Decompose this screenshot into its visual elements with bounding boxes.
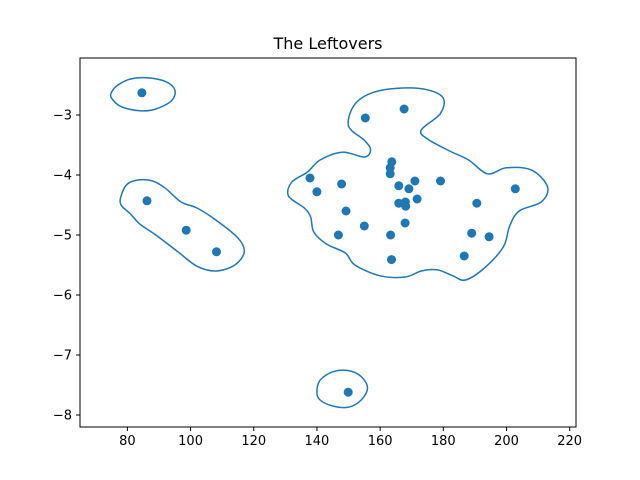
x-tick-label: 200: [494, 434, 519, 449]
data-point-7: [312, 187, 322, 197]
y-tick-label: −5: [53, 229, 72, 244]
contour-line-3: [316, 369, 369, 409]
data-point-31: [459, 251, 469, 261]
data-point-3: [181, 225, 191, 235]
x-tick-label: 180: [431, 434, 456, 449]
y-tick-label: −3: [53, 109, 72, 124]
x-axis: 80 100 120 140 160 180 200 220: [119, 427, 582, 449]
data-point-6: [305, 173, 315, 183]
contour-line-4: [286, 87, 549, 282]
y-tick-label: −8: [53, 409, 72, 424]
data-point-8: [337, 179, 347, 189]
x-tick-label: 100: [178, 434, 203, 449]
data-point-9: [341, 206, 351, 216]
data-point-28: [472, 198, 482, 208]
contour-line-1: [109, 76, 176, 112]
data-point-30: [484, 232, 494, 242]
data-point-1: [137, 88, 147, 98]
x-tick-label: 160: [368, 434, 393, 449]
y-tick-label: −4: [53, 169, 72, 184]
x-tick-label: 80: [119, 434, 136, 449]
contour-line-2: [119, 178, 246, 272]
data-point-11: [360, 113, 370, 123]
data-point-20: [412, 194, 422, 204]
data-point-32: [510, 184, 520, 194]
data-point-27: [436, 176, 445, 186]
data-point-25: [386, 230, 396, 240]
axes-frame: [79, 57, 577, 428]
data-point-2: [142, 196, 152, 206]
data-point-5: [343, 387, 353, 397]
y-axis: −3 −4 −5 −6 −7 −8: [53, 109, 80, 424]
data-point-24: [400, 218, 410, 228]
y-tick-label: −7: [53, 349, 72, 364]
data-point-4: [212, 247, 221, 257]
plot-area: [80, 58, 576, 427]
x-tick-label: 120: [241, 434, 266, 449]
data-point-29: [467, 228, 477, 238]
chart-title: The Leftovers: [273, 34, 383, 53]
data-point-10: [333, 230, 343, 240]
data-point-16: [385, 169, 395, 179]
data-point-12: [359, 221, 369, 231]
data-point-17: [394, 181, 404, 191]
data-point-13: [399, 104, 409, 114]
x-tick-label: 220: [557, 434, 582, 449]
data-point-26: [387, 255, 396, 265]
data-points: [137, 88, 520, 397]
contour-lines: [109, 76, 549, 409]
x-tick-label: 140: [305, 434, 330, 449]
data-point-19: [410, 176, 420, 186]
data-point-23: [401, 201, 411, 211]
y-tick-label: −6: [53, 289, 72, 304]
data-point-18: [404, 184, 414, 194]
